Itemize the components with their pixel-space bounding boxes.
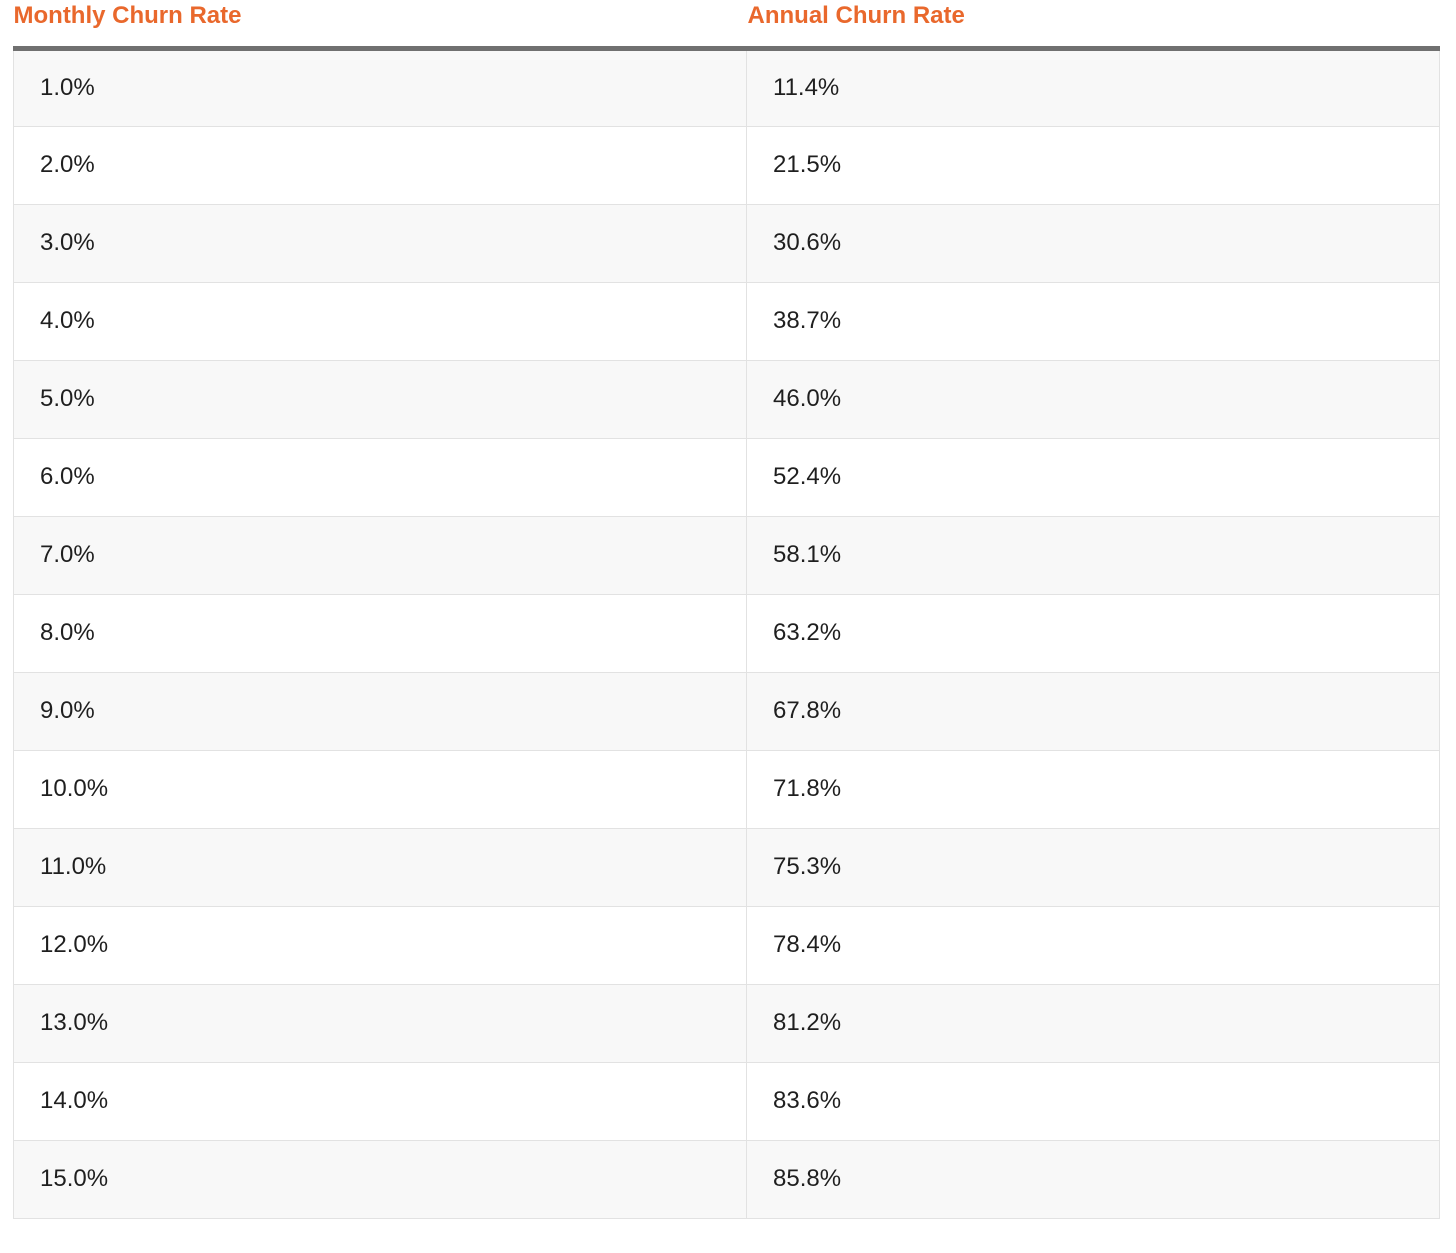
monthly-churn-cell: 10.0%: [13, 749, 747, 829]
annual-churn-cell: 21.5%: [746, 125, 1440, 205]
monthly-churn-cell: 3.0%: [13, 203, 747, 283]
annual-churn-cell: 75.3%: [746, 827, 1440, 907]
annual-churn-cell: 85.8%: [746, 1139, 1440, 1219]
table-body: 1.0% 11.4% 2.0% 21.5% 3.0% 30.6% 4.0% 38…: [13, 47, 1440, 1219]
monthly-churn-cell: 4.0%: [13, 281, 747, 361]
annual-churn-cell: 67.8%: [746, 671, 1440, 751]
table-row: 9.0% 67.8%: [13, 671, 1440, 751]
monthly-churn-cell: 12.0%: [13, 905, 747, 985]
annual-churn-cell: 81.2%: [746, 983, 1440, 1063]
header-row: Monthly Churn Rate Annual Churn Rate: [13, 0, 1440, 51]
table-row: 8.0% 63.2%: [13, 593, 1440, 673]
monthly-churn-cell: 8.0%: [13, 593, 747, 673]
annual-churn-cell: 83.6%: [746, 1061, 1440, 1141]
annual-churn-cell: 11.4%: [746, 47, 1440, 127]
churn-table-container: Monthly Churn Rate Annual Churn Rate 1.0…: [13, 0, 1440, 1219]
table-row: 10.0% 71.8%: [13, 749, 1440, 829]
table-row: 3.0% 30.6%: [13, 203, 1440, 283]
annual-churn-cell: 30.6%: [746, 203, 1440, 283]
monthly-churn-cell: 14.0%: [13, 1061, 747, 1141]
table-row: 6.0% 52.4%: [13, 437, 1440, 517]
column-header-monthly-churn-rate: Monthly Churn Rate: [13, 0, 747, 51]
monthly-churn-cell: 15.0%: [13, 1139, 747, 1219]
monthly-churn-cell: 5.0%: [13, 359, 747, 439]
monthly-churn-cell: 13.0%: [13, 983, 747, 1063]
monthly-churn-cell: 11.0%: [13, 827, 747, 907]
column-header-annual-churn-rate: Annual Churn Rate: [746, 0, 1440, 51]
table-row: 15.0% 85.8%: [13, 1139, 1440, 1219]
table-row: 4.0% 38.7%: [13, 281, 1440, 361]
monthly-churn-cell: 9.0%: [13, 671, 747, 751]
table-row: 14.0% 83.6%: [13, 1061, 1440, 1141]
monthly-churn-cell: 6.0%: [13, 437, 747, 517]
monthly-churn-cell: 7.0%: [13, 515, 747, 595]
table-row: 13.0% 81.2%: [13, 983, 1440, 1063]
annual-churn-cell: 78.4%: [746, 905, 1440, 985]
annual-churn-cell: 52.4%: [746, 437, 1440, 517]
annual-churn-cell: 63.2%: [746, 593, 1440, 673]
table-row: 2.0% 21.5%: [13, 125, 1440, 205]
annual-churn-cell: 58.1%: [746, 515, 1440, 595]
table-header: Monthly Churn Rate Annual Churn Rate: [13, 0, 1440, 51]
annual-churn-cell: 71.8%: [746, 749, 1440, 829]
annual-churn-cell: 46.0%: [746, 359, 1440, 439]
table-row: 11.0% 75.3%: [13, 827, 1440, 907]
monthly-churn-cell: 1.0%: [13, 47, 747, 127]
table-row: 7.0% 58.1%: [13, 515, 1440, 595]
table-row: 1.0% 11.4%: [13, 47, 1440, 127]
table-row: 12.0% 78.4%: [13, 905, 1440, 985]
churn-rate-table: Monthly Churn Rate Annual Churn Rate 1.0…: [13, 0, 1440, 1219]
monthly-churn-cell: 2.0%: [13, 125, 747, 205]
table-row: 5.0% 46.0%: [13, 359, 1440, 439]
annual-churn-cell: 38.7%: [746, 281, 1440, 361]
